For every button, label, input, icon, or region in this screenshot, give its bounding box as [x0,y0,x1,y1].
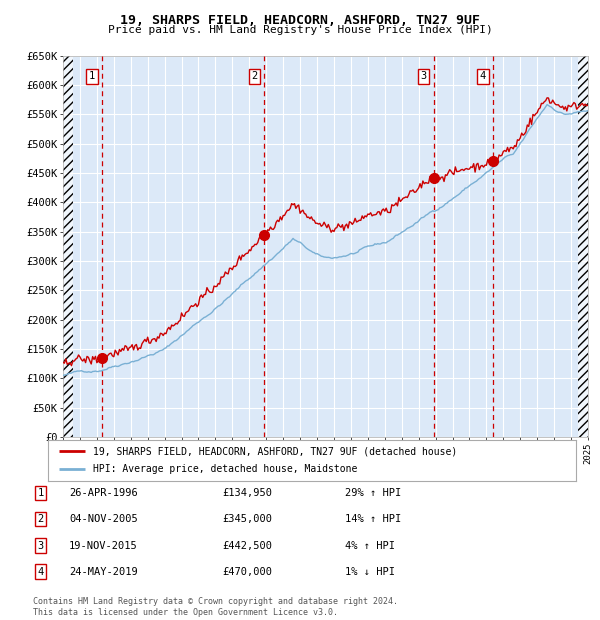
Text: 19, SHARPS FIELD, HEADCORN, ASHFORD, TN27 9UF: 19, SHARPS FIELD, HEADCORN, ASHFORD, TN2… [120,14,480,27]
Text: £470,000: £470,000 [222,567,272,577]
Text: Contains HM Land Registry data © Crown copyright and database right 2024.
This d: Contains HM Land Registry data © Crown c… [33,598,398,617]
Text: 1: 1 [89,71,95,81]
Text: 29% ↑ HPI: 29% ↑ HPI [345,488,401,498]
Bar [578,56,588,437]
Text: 4: 4 [38,567,44,577]
Text: 1: 1 [38,488,44,498]
Text: 3: 3 [38,541,44,551]
Text: 1% ↓ HPI: 1% ↓ HPI [345,567,395,577]
Bar [63,56,73,437]
Text: 4: 4 [480,71,486,81]
Text: 2: 2 [38,514,44,524]
Text: 14% ↑ HPI: 14% ↑ HPI [345,514,401,524]
Text: £345,000: £345,000 [222,514,272,524]
Text: £134,950: £134,950 [222,488,272,498]
Text: Price paid vs. HM Land Registry's House Price Index (HPI): Price paid vs. HM Land Registry's House … [107,25,493,35]
Text: 19, SHARPS FIELD, HEADCORN, ASHFORD, TN27 9UF (detached house): 19, SHARPS FIELD, HEADCORN, ASHFORD, TN2… [93,446,457,456]
Text: 4% ↑ HPI: 4% ↑ HPI [345,541,395,551]
Text: 26-APR-1996: 26-APR-1996 [69,488,138,498]
Text: 24-MAY-2019: 24-MAY-2019 [69,567,138,577]
Text: £442,500: £442,500 [222,541,272,551]
Text: 2: 2 [251,71,257,81]
Text: 19-NOV-2015: 19-NOV-2015 [69,541,138,551]
Text: 3: 3 [421,71,427,81]
Text: 04-NOV-2005: 04-NOV-2005 [69,514,138,524]
Text: HPI: Average price, detached house, Maidstone: HPI: Average price, detached house, Maid… [93,464,357,474]
